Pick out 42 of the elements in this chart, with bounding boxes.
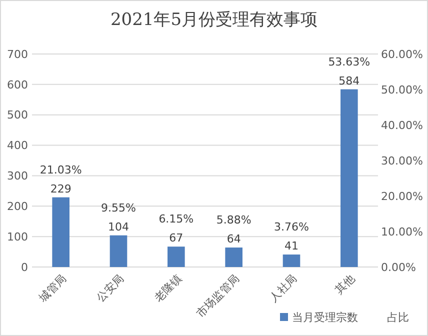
bar (340, 89, 358, 267)
y2-tick-label: 40.00% (381, 118, 423, 132)
x-tick-label: 老隆镇 (152, 272, 184, 304)
bar (225, 248, 242, 267)
data-label: 584 (338, 74, 360, 88)
annotation: 53.63% (328, 55, 370, 68)
annotation: 5.88% (216, 214, 252, 227)
data-label: 64 (226, 232, 241, 246)
y2-tick-label: 60.00% (381, 48, 423, 61)
y-tick-label: 400 (7, 139, 28, 152)
x-tick-label: 公安局 (94, 272, 127, 304)
annotation: 9.55% (101, 201, 136, 214)
x-tick-label: 人社局 (267, 272, 300, 304)
y-tick-label: 500 (7, 108, 28, 122)
y2-tick-label: 0.00% (381, 260, 416, 274)
y-tick-label: 600 (7, 78, 28, 92)
x-tick-label: 城管局 (36, 272, 69, 306)
bar (52, 197, 70, 267)
chart-title: 2021年5月份受理有效事项 (110, 10, 318, 30)
y2-tick-label: 50.00% (381, 83, 423, 96)
y-tick-label: 100 (7, 230, 28, 244)
data-label: 104 (108, 220, 129, 234)
bar (110, 235, 128, 267)
annotation: 21.03% (40, 163, 82, 176)
y-tick-label: 300 (7, 170, 28, 183)
y-tick-label: 700 (7, 48, 28, 61)
data-label: 41 (284, 240, 298, 253)
annotation: 3.76% (274, 220, 309, 234)
text: 占比 (387, 311, 409, 324)
y2-tick-label: 20.00% (381, 190, 423, 203)
y2-tick-label: 30.00% (381, 154, 423, 168)
annotation: 6.15% (158, 212, 194, 226)
x-tick-label: 其他 (332, 272, 358, 297)
y-tick-label: 200 (7, 200, 28, 213)
data-label: 229 (50, 182, 72, 196)
bar (282, 254, 300, 267)
data-label: 67 (169, 232, 184, 245)
y2-tick-label: 10.00% (381, 225, 423, 238)
x-tick-label: 市场监管局 (194, 272, 242, 320)
legend-label: 当月受理宗数 (292, 311, 358, 324)
bar (168, 246, 185, 267)
y-tick-label: 0 (21, 260, 28, 274)
